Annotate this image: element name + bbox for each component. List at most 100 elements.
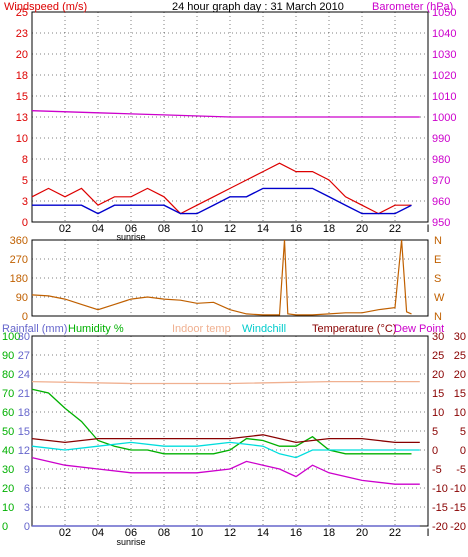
x-tick: 10: [191, 527, 203, 539]
barometer-line: [31, 110, 420, 118]
rain-y-tick: 12: [18, 445, 30, 457]
rain-y-tick: 0: [24, 521, 30, 533]
humidity-y-tick: 70: [2, 388, 14, 400]
temp-y-tick-inner: -5: [432, 464, 442, 476]
compass-y-tick: N: [434, 311, 442, 323]
wind-y-tick: 13: [16, 112, 28, 124]
wind-y-tick: 5: [22, 175, 28, 187]
temp-y-tick-outer: 0: [460, 445, 466, 457]
rain-y-tick: 15: [18, 426, 30, 438]
wind-y-tick: 23: [16, 28, 28, 40]
rain-y-tick: 18: [18, 407, 30, 419]
x-tick: 22: [389, 223, 401, 235]
series-lines: [31, 110, 420, 527]
rain-y-tick: 24: [18, 369, 30, 381]
temp-y-tick-outer: -20: [450, 521, 466, 533]
x-tick: 18: [323, 527, 335, 539]
temp-y-tick-inner: 30: [432, 331, 444, 343]
humidity-y-tick: 90: [2, 350, 14, 362]
direction-y-tick: 180: [10, 273, 28, 285]
dewpoint-label: Dew Point: [394, 323, 444, 335]
baro-y-tick: 1000: [432, 112, 456, 124]
temperature-line: [31, 434, 420, 444]
rain-y-tick: 27: [18, 350, 30, 362]
baro-y-tick: 1020: [432, 70, 456, 82]
direction-y-tick: 360: [10, 235, 28, 247]
wind-y-tick: 18: [16, 70, 28, 82]
wind-y-tick: 10: [16, 133, 28, 145]
temp-y-tick-outer: 15: [454, 388, 466, 400]
direction-y-tick: 270: [10, 254, 28, 266]
temp-y-tick-outer: -15: [450, 502, 466, 514]
windchill-line: [31, 441, 420, 459]
sunrise-label: sunrise: [116, 232, 145, 242]
temp-y-tick-outer: 10: [454, 407, 466, 419]
temp-y-tick-outer: 30: [454, 331, 466, 343]
baro-y-tick: 980: [432, 154, 450, 166]
humidity-y-tick: 0: [2, 521, 8, 533]
indoor-temp-label: Indoor temp: [172, 323, 231, 335]
chart-title: 24 hour graph day : 31 March 2010: [172, 1, 344, 13]
rain-y-tick: 3: [24, 502, 30, 514]
temp-y-tick-outer: 25: [454, 350, 466, 362]
humidity-y-tick: 80: [2, 369, 14, 381]
compass-y-tick: S: [434, 273, 441, 285]
wind-y-tick: 15: [16, 91, 28, 103]
humidity-label: Humidity %: [68, 323, 124, 335]
humidity-y-tick: 20: [2, 483, 14, 495]
rain-y-tick: 30: [18, 331, 30, 343]
barometer-label: Barometer (hPa): [372, 1, 453, 13]
humidity-y-tick: 50: [2, 426, 14, 438]
x-tick: 02: [59, 527, 71, 539]
temp-y-tick-outer: -10: [450, 483, 466, 495]
indoor-temp-line: [31, 380, 420, 385]
baro-y-tick: 1050: [432, 7, 456, 19]
baro-y-tick: 1040: [432, 28, 456, 40]
humidity-y-tick: 40: [2, 445, 14, 457]
direction-y-tick: 90: [16, 292, 28, 304]
temp-y-tick-inner: 20: [432, 369, 444, 381]
x-tick: 06: [125, 527, 137, 539]
wind-y-tick: 25: [16, 7, 28, 19]
humidity-y-tick: 30: [2, 464, 14, 476]
gust-line: [31, 162, 412, 215]
sunrise-label: sunrise: [116, 537, 145, 547]
rainfall-label: Rainfall (mm): [2, 323, 67, 335]
x-tick: 14: [257, 527, 269, 539]
axis-tick-labels: 0358101315182023259509609709809901000101…: [2, 7, 466, 547]
grid-lines: [32, 12, 428, 526]
x-tick: 04: [92, 223, 104, 235]
x-tick: 22: [389, 527, 401, 539]
baro-y-tick: 970: [432, 175, 450, 187]
rain-y-tick: 9: [24, 464, 30, 476]
temp-y-tick-inner: -20: [432, 521, 448, 533]
x-tick: 12: [224, 527, 236, 539]
humidity-line: [31, 388, 412, 455]
humidity-y-tick: 60: [2, 407, 14, 419]
windchill-label: Windchill: [242, 323, 286, 335]
x-tick: 16: [290, 527, 302, 539]
temp-y-tick-inner: 10: [432, 407, 444, 419]
baro-y-tick: 950: [432, 217, 450, 229]
wind-direction-line: [31, 239, 412, 316]
temp-y-tick-inner: -10: [432, 483, 448, 495]
x-tick: 08: [158, 223, 170, 235]
temp-y-tick-inner: 15: [432, 388, 444, 400]
humidity-y-tick: 100: [2, 331, 20, 343]
humidity-y-tick: 10: [2, 502, 14, 514]
direction-y-tick: 0: [22, 311, 28, 323]
temp-y-tick-outer: 20: [454, 369, 466, 381]
wind-y-tick: 3: [22, 196, 28, 208]
x-tick: I: [426, 527, 429, 539]
compass-y-tick: E: [434, 254, 441, 266]
x-tick: I: [426, 223, 429, 235]
windspeed-line: [32, 187, 412, 215]
temp-y-tick-outer: -5: [456, 464, 466, 476]
x-tick: 18: [323, 223, 335, 235]
temp-y-tick-inner: 25: [432, 350, 444, 362]
x-tick: 20: [356, 223, 368, 235]
wind-y-tick: 0: [22, 217, 28, 229]
wind-y-tick: 20: [16, 49, 28, 61]
rain-y-tick: 6: [24, 483, 30, 495]
